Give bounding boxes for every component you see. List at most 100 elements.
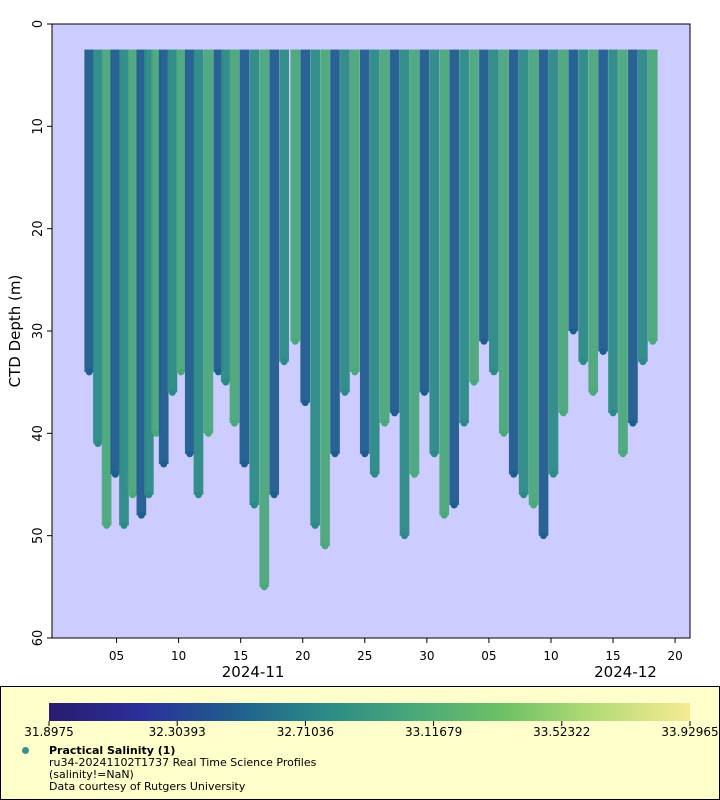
profile-point [331, 450, 339, 458]
profile-point [589, 388, 597, 396]
y-tick-label: 50 [31, 527, 46, 544]
legend-dataset: ru34-20241102T1737 Real Time Science Pro… [49, 756, 317, 769]
profile-column [93, 49, 103, 444]
legend-constraint: (salinity!=NaN) [49, 768, 134, 781]
x-tick-label: 05 [109, 649, 124, 663]
y-tick-label: 20 [31, 220, 46, 237]
profile-point [240, 460, 248, 468]
profile-column [479, 49, 489, 342]
profile-point [629, 419, 637, 427]
colorbar: 31.8975 32.30393 32.71036 33.11679 33.52322 3… [24, 703, 719, 737]
profile-column [637, 49, 648, 362]
profile-column [143, 49, 154, 495]
profile-point [569, 327, 577, 335]
profile-column [151, 49, 162, 434]
colorbar-ticks: 31.8975 32.30393 32.71036 33.11679 33.52322 3… [24, 721, 719, 737]
profile-column [489, 49, 499, 372]
profile-column [290, 49, 301, 342]
x-tick-label: 10 [543, 649, 558, 663]
profile-point [214, 368, 222, 376]
profile-point [291, 337, 299, 345]
chart-area: 0 10 20 30 40 50 60 05 10 15 20 25 30 05 10 15 20 2024-1… [6, 20, 691, 681]
profile-column [167, 49, 178, 393]
profile-point [430, 450, 438, 458]
profile-point [177, 368, 185, 376]
colorbar-tick-label: 32.71036 [277, 725, 334, 737]
profile-column [449, 49, 460, 505]
profile-column [459, 49, 469, 424]
profile-column [239, 49, 250, 465]
profile-column [158, 49, 169, 465]
profile-point [145, 491, 153, 499]
profile-column [101, 49, 112, 526]
profile-point [450, 501, 458, 509]
profile-column [558, 49, 569, 413]
profile-column [439, 49, 450, 516]
profile-point [361, 450, 369, 458]
profile-column [213, 49, 224, 372]
profile-point [381, 419, 389, 427]
profile-point [168, 388, 176, 396]
colorbar-tick-label: 33.52322 [533, 725, 590, 737]
profile-point [410, 470, 418, 478]
profile-column [184, 49, 195, 454]
profile-column [399, 49, 410, 536]
profile-column [350, 49, 360, 372]
colorbar-tick-label: 32.30393 [149, 725, 206, 737]
profile-column [220, 49, 231, 383]
profile-column [203, 49, 214, 434]
profile-point [371, 470, 379, 478]
profile-point [85, 368, 93, 376]
profile-point [549, 470, 557, 478]
profile-point [510, 470, 518, 478]
profile-point [230, 419, 238, 427]
profile-point [341, 388, 349, 396]
legend-credit: Data courtesy of Rutgers University [49, 780, 246, 793]
profile-column [136, 49, 147, 516]
y-axis: 0 10 20 30 40 50 60 [31, 20, 52, 646]
x-tick-label: 15 [605, 649, 620, 663]
x-tick-label: 20 [295, 649, 310, 663]
profile-column [598, 49, 608, 352]
profile-point [401, 532, 409, 540]
y-tick-label: 40 [31, 425, 46, 442]
profile-column [310, 49, 320, 526]
profile-point [120, 521, 128, 529]
y-tick-label: 60 [31, 630, 46, 647]
profile-point [599, 347, 607, 355]
depth-salinity-plot: 0 10 20 30 40 50 60 05 10 15 20 25 30 05 10 15 20 2024-1… [6, 20, 691, 681]
profile-column [518, 49, 529, 495]
profile-series [84, 49, 658, 591]
profile-column [127, 49, 138, 495]
profile-point [490, 368, 498, 376]
profile-point [470, 378, 478, 386]
profile-column [578, 49, 589, 362]
profile-point [222, 378, 230, 386]
profile-point [649, 337, 657, 345]
x-axis: 05 10 15 20 25 30 05 10 15 20 2024-11 2024-12 [109, 638, 683, 681]
profile-point [321, 542, 329, 550]
profile-point [500, 429, 508, 437]
x-tick-label: 05 [481, 649, 496, 663]
profile-column [249, 49, 260, 505]
profile-column [84, 49, 95, 372]
colorbar-tick-label: 31.8975 [24, 725, 74, 737]
profile-column [647, 49, 658, 342]
profile-column [369, 49, 380, 475]
y-tick-label: 10 [31, 118, 46, 135]
profile-column [340, 49, 350, 393]
profile-point [609, 409, 617, 417]
profile-point [160, 460, 168, 468]
profile-column [330, 49, 340, 454]
profile-column [409, 49, 420, 475]
profile-column [528, 49, 539, 505]
profile-column [119, 49, 129, 526]
profile-point [270, 491, 278, 499]
profile-point [280, 358, 288, 366]
profile-point [351, 368, 359, 376]
profile-column [618, 49, 628, 454]
profile-column [279, 49, 289, 362]
profile-column [548, 49, 559, 475]
profile-point [619, 450, 627, 458]
profile-point [460, 419, 468, 427]
